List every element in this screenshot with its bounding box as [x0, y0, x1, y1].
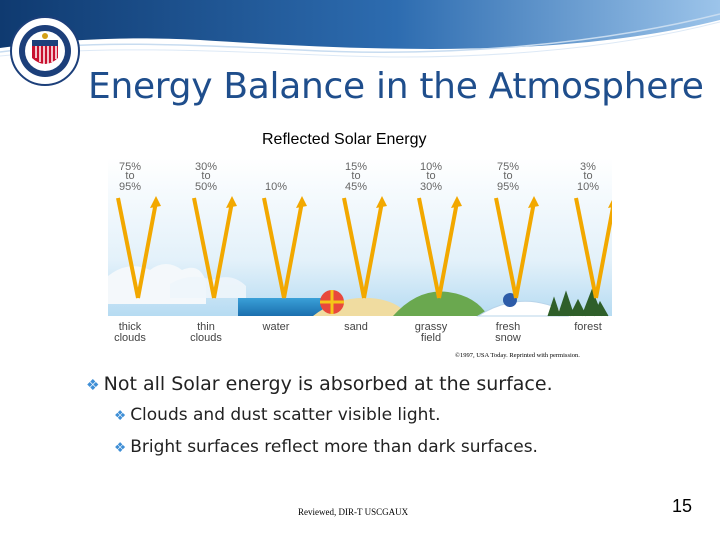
- bullet-icon: ❖: [114, 440, 127, 456]
- reflect-label-2-2: to: [201, 170, 210, 182]
- bullet-3-text: Bright surfaces reflect more than dark s…: [130, 437, 538, 457]
- page-number: 15: [672, 496, 693, 516]
- reflect-label-1-3: 95%: [119, 181, 141, 193]
- reflected-arrow-2: [212, 201, 234, 299]
- bullet-icon: ❖: [86, 376, 100, 394]
- forest-trees: [547, 288, 609, 317]
- surface-label-5-1: grassy: [415, 321, 448, 333]
- incoming-arrow-5: [417, 197, 441, 299]
- reflect-label-7-3: 10%: [577, 181, 599, 193]
- bullet-2-text: Clouds and dust scatter visible light.: [130, 405, 441, 425]
- surface-label-7-1: forest: [574, 321, 602, 333]
- arrowhead-5: [451, 196, 462, 208]
- slide-title: Energy Balance in the Atmosphere: [88, 66, 704, 107]
- reflect-label-5-2: to: [426, 170, 435, 182]
- surface-label-1-1: thick: [119, 321, 142, 333]
- incoming-arrow-2: [192, 197, 216, 299]
- surface-label-5-2: field: [421, 332, 441, 344]
- reflected-arrow-3: [282, 201, 304, 299]
- coast-guard-auxiliary-seal: [10, 16, 80, 86]
- surface-label-6-1: fresh: [496, 321, 520, 333]
- arrowhead-3: [296, 196, 307, 208]
- incoming-arrow-7: [574, 197, 598, 299]
- reflect-label-2-3: 50%: [195, 181, 217, 193]
- thin-cloud: [170, 276, 246, 298]
- reflected-arrow-1: [136, 201, 158, 299]
- reflected-arrow-5: [437, 201, 459, 299]
- header-swoosh: [0, 0, 720, 58]
- reflect-label-6-2: to: [503, 170, 512, 182]
- surface-label-2-1: thin: [197, 321, 215, 333]
- reflect-label-4-3: 45%: [345, 181, 367, 193]
- surface-label-4-1: sand: [344, 321, 368, 333]
- bullet-1: ❖ Not all Solar energy is absorbed at the…: [86, 373, 553, 395]
- copyright-credit: ©1997, USA Today. Reprinted with permiss…: [455, 352, 580, 359]
- reflect-label-3-3: 10%: [265, 181, 287, 193]
- reflected-arrow-7: [594, 201, 612, 299]
- reflect-label-4-2: to: [351, 170, 360, 182]
- reflect-label-7-2: to: [583, 170, 592, 182]
- bullet-3: ❖ Bright surfaces reflect more than dark …: [114, 437, 538, 457]
- arrowhead-2: [226, 196, 237, 208]
- water-surface: [238, 298, 328, 316]
- reflect-label-7-1: 3%: [580, 161, 596, 173]
- figure-caption: Reflected Solar Energy: [262, 131, 427, 148]
- arrowhead-4: [376, 196, 387, 208]
- reflect-label-2-1: 30%: [195, 161, 217, 173]
- reflect-label-6-1: 75%: [497, 161, 519, 173]
- surface-label-3-1: water: [262, 321, 290, 333]
- incoming-arrow-6: [494, 197, 518, 299]
- reflect-label-5-3: 30%: [420, 181, 442, 193]
- reflected-arrow-4: [362, 201, 384, 299]
- reflect-label-1-2: to: [125, 170, 134, 182]
- reflected-arrow-6: [514, 201, 536, 299]
- bullet-2: ❖ Clouds and dust scatter visible light.: [114, 405, 441, 425]
- bullet-1-text: Not all Solar energy is absorbed at the …: [103, 373, 553, 395]
- reflect-label-5-1: 10%: [420, 161, 442, 173]
- footer-review-note: Reviewed, DIR-T USCGAUX: [298, 507, 409, 517]
- surface-label-1-2: clouds: [114, 332, 146, 344]
- surface-label-2-2: clouds: [190, 332, 222, 344]
- snow-figure: [503, 293, 517, 307]
- arrowhead-1: [150, 196, 161, 208]
- incoming-arrow-1: [116, 197, 140, 299]
- arrowhead-6: [528, 196, 539, 208]
- reflect-label-1-1: 75%: [119, 161, 141, 173]
- bullet-icon: ❖: [114, 408, 127, 424]
- incoming-arrow-4: [342, 197, 366, 299]
- ground-label-strip: [108, 316, 612, 344]
- surface-label-6-2: snow: [495, 332, 521, 344]
- reflect-label-6-3: 95%: [497, 181, 519, 193]
- reflect-label-4-1: 15%: [345, 161, 367, 173]
- grassy-hill: [393, 291, 488, 316]
- arrowhead-7: [608, 200, 612, 208]
- incoming-arrow-3: [262, 197, 286, 299]
